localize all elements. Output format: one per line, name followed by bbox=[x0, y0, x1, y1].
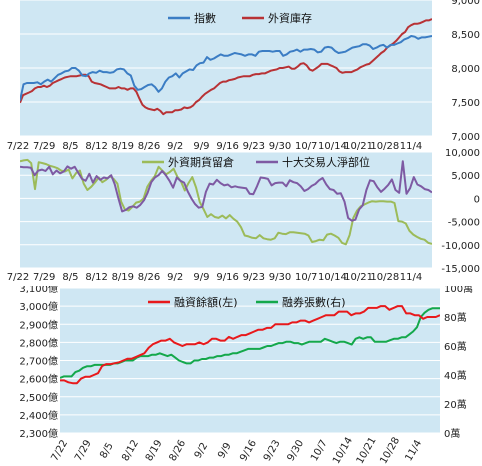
futures-chart-x-tick: 11/4 bbox=[400, 272, 422, 283]
margin-chart-right-y-tick: 60萬 bbox=[444, 340, 467, 353]
futures-chart-x-tick: 9/16 bbox=[216, 272, 238, 283]
legend-foreign-futures-label: 外資期貨留倉 bbox=[168, 155, 234, 169]
margin-chart-x-tick: 8/12 bbox=[120, 438, 141, 463]
legend-index-label: 指數 bbox=[194, 11, 216, 25]
margin-chart-x-tick: 9/16 bbox=[238, 438, 259, 463]
futures-chart-y-tick: -10,000 bbox=[441, 241, 480, 252]
margin-chart-right-y-tick: 20萬 bbox=[444, 398, 467, 411]
margin-chart-left-y-tick: 3,000億 bbox=[19, 300, 58, 313]
futures-chart-x-tick: 8/5 bbox=[62, 272, 78, 283]
margin-chart-x-tick: 10/21 bbox=[355, 436, 379, 466]
futures-chart-x-tick: 8/26 bbox=[138, 272, 160, 283]
index-chart-x-tick: 9/23 bbox=[243, 141, 265, 152]
margin-chart-right-y-tick: 40萬 bbox=[444, 369, 467, 382]
futures-chart-y-tick: 10,000 bbox=[445, 148, 480, 159]
futures-chart-y-tick: -5,000 bbox=[448, 218, 480, 229]
index-chart-x-tick: 9/2 bbox=[167, 141, 183, 152]
index-chart-x-tick: 8/12 bbox=[85, 141, 107, 152]
futures-chart-x-tick: 10/14 bbox=[318, 272, 347, 283]
futures-chart-y-tick: 5,000 bbox=[451, 171, 480, 182]
futures-chart-x-tick: 7/22 bbox=[7, 272, 29, 283]
index-chart-tick-labels: 7,000 7,500 8,000 8,500 9,000 7/22 7/29 8/5 8/12… bbox=[7, 0, 480, 152]
futures-chart-x-tick: 9/9 bbox=[193, 272, 209, 283]
futures-chart-x-tick: 7/29 bbox=[33, 272, 55, 283]
margin-chart-x-tick: 10/28 bbox=[378, 436, 402, 466]
futures-chart-x-tick: 10/7 bbox=[295, 272, 317, 283]
margin-balance-line bbox=[60, 305, 440, 385]
margin-chart-x-tick: 9/2 bbox=[193, 441, 211, 460]
index-chart-y-tick: 9,000 bbox=[451, 0, 480, 7]
futures-chart-x-tick: 10/28 bbox=[370, 272, 399, 283]
futures-chart-y-tick: -15,000 bbox=[441, 264, 480, 275]
margin-chart-left-y-tick: 2,400億 bbox=[19, 409, 58, 422]
index-chart-x-tick: 10/7 bbox=[295, 141, 317, 152]
futures-chart-x-tick: 8/19 bbox=[112, 272, 134, 283]
margin-chart-x-tick: 9/30 bbox=[285, 438, 306, 463]
margin-chart-left-y-tick: 2,700億 bbox=[19, 355, 58, 368]
margin-chart-left-y-tick: 2,300億 bbox=[19, 427, 58, 440]
index-chart-y-tick: 7,000 bbox=[451, 132, 480, 143]
margin-chart-x-tick: 10/7 bbox=[309, 438, 330, 463]
index-chart: 指數 外資庫存 bbox=[20, 0, 432, 136]
index-chart-x-tick: 11/4 bbox=[400, 141, 422, 152]
legend-margin-balance-label: 融資餘額(左) bbox=[174, 295, 238, 309]
margin-chart-x-tick: 8/19 bbox=[144, 438, 165, 463]
margin-chart-left-y-tick: 3,100億 bbox=[19, 286, 58, 295]
margin-chart-x-tick: 7/29 bbox=[73, 438, 94, 463]
margin-chart-x-tick: 8/5 bbox=[98, 441, 116, 460]
futures-chart-x-tick: 8/12 bbox=[85, 272, 107, 283]
margin-chart-panel: 融資餘額(左) 融券張數(右) bbox=[60, 288, 440, 433]
index-chart-x-tick: 10/21 bbox=[344, 141, 373, 152]
margin-chart-tick-labels: 2,300億 2,400億 2,500億 2,600億 2,700億 2,800億 2,90… bbox=[19, 286, 473, 466]
futures-chart: 外資期貨留倉 十大交易人淨部位 bbox=[20, 152, 432, 268]
margin-chart-right-y-tick: 100萬 bbox=[444, 286, 473, 295]
margin-chart-right-y-tick: 0萬 bbox=[444, 427, 460, 440]
margin-chart-x-tick: 11/4 bbox=[403, 438, 424, 463]
futures-chart-x-tick: 9/23 bbox=[243, 272, 265, 283]
legend-top10-net-label: 十大交易人淨部位 bbox=[282, 155, 370, 169]
margin-chart: 融資餘額(左) 融券張數(右) bbox=[60, 288, 440, 433]
index-chart-x-tick: 10/28 bbox=[370, 141, 399, 152]
margin-chart-left-y-tick: 2,600億 bbox=[19, 373, 58, 386]
index-chart-x-tick: 9/30 bbox=[269, 141, 291, 152]
index-chart-x-tick: 9/9 bbox=[193, 141, 209, 152]
index-chart-panel: 指數 外資庫存 bbox=[20, 0, 432, 136]
margin-chart-left-y-tick: 2,500億 bbox=[19, 391, 58, 404]
legend-foreign-inventory-label: 外資庫存 bbox=[268, 11, 312, 25]
index-chart-x-tick: 9/16 bbox=[216, 141, 238, 152]
index-chart-y-tick: 8,500 bbox=[451, 30, 480, 41]
index-chart-x-tick: 8/26 bbox=[138, 141, 160, 152]
futures-chart-x-tick: 9/2 bbox=[167, 272, 183, 283]
index-chart-x-tick: 10/14 bbox=[318, 141, 347, 152]
futures-chart-x-tick: 10/21 bbox=[344, 272, 373, 283]
index-chart-x-tick: 8/19 bbox=[112, 141, 134, 152]
futures-chart-tick-labels: -15,000 -10,000 -5,000 0 5,000 10,000 7/22 7/29… bbox=[7, 148, 480, 283]
futures-chart-panel: 外資期貨留倉 十大交易人淨部位 bbox=[20, 152, 432, 268]
margin-chart-left-y-tick: 2,800億 bbox=[19, 336, 58, 349]
futures-chart-y-tick: 0 bbox=[474, 194, 480, 205]
index-chart-x-tick: 7/22 bbox=[7, 141, 29, 152]
foreign-inventory-line bbox=[20, 18, 432, 116]
margin-chart-x-tick: 10/14 bbox=[331, 436, 355, 466]
index-line bbox=[20, 35, 432, 101]
margin-chart-x-tick: 9/23 bbox=[262, 438, 283, 463]
index-chart-y-tick: 7,500 bbox=[451, 98, 480, 109]
margin-chart-x-tick: 7/22 bbox=[49, 438, 70, 463]
index-chart-x-tick: 7/29 bbox=[33, 141, 55, 152]
margin-chart-x-tick: 8/26 bbox=[167, 438, 188, 463]
margin-chart-right-y-tick: 80萬 bbox=[444, 311, 467, 324]
futures-chart-x-tick: 9/30 bbox=[269, 272, 291, 283]
legend-short-balance-label: 融券張數(右) bbox=[282, 295, 346, 309]
index-chart-x-tick: 8/5 bbox=[62, 141, 78, 152]
margin-chart-x-tick: 9/9 bbox=[216, 441, 234, 460]
top10-net-line bbox=[20, 160, 432, 222]
margin-chart-left-y-tick: 2,900億 bbox=[19, 318, 58, 331]
index-chart-y-tick: 8,000 bbox=[451, 64, 480, 75]
